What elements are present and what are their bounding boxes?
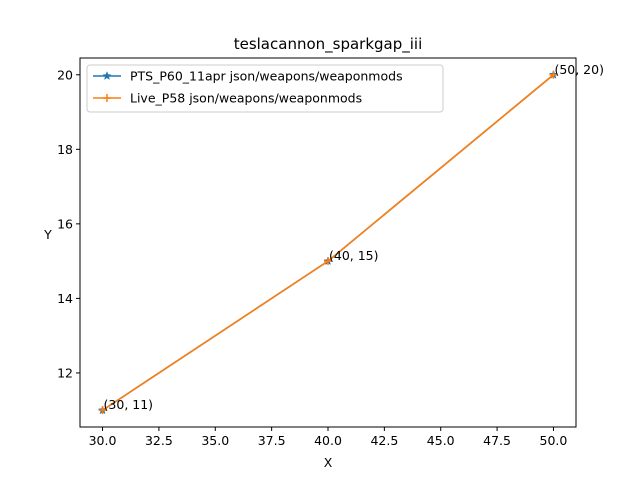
legend-marker-0: [102, 71, 112, 80]
y-tick-label-1: 14: [57, 291, 73, 306]
x-tick-label-5: 42.5: [370, 433, 398, 448]
y-tick-label-0: 12: [57, 365, 73, 380]
series-1-point-2: [549, 70, 558, 79]
legend-box: [86, 64, 444, 113]
x-tick-label-1: 32.5: [145, 433, 173, 448]
y-axis-label: Y: [43, 227, 52, 242]
x-tick-label-3: 37.5: [258, 433, 286, 448]
x-tick-label-8: 50.0: [540, 433, 568, 448]
y-tick-label-4: 20: [57, 67, 73, 82]
data-label-0: (30, 11): [104, 397, 154, 412]
legend-entry-1: Live_P58 json/weapons/weaponmods: [130, 91, 362, 106]
legend-entry-0: PTS_P60_11apr json/weapons/weaponmods: [130, 69, 403, 84]
legend-marker-1: [103, 94, 111, 102]
x-axis-label: X: [324, 455, 333, 470]
chart-title: teslacannon_sparkgap_iii: [234, 35, 423, 54]
y-tick-label-3: 18: [57, 142, 73, 157]
data-label-2: (50, 20): [554, 62, 604, 77]
data-label-1: (40, 15): [329, 248, 379, 263]
legend: PTS_P60_11apr json/weapons/weaponmods Liv…: [86, 64, 444, 113]
series-1-point-1: [324, 257, 332, 266]
x-tick-label-2: 35.0: [201, 433, 229, 448]
x-tick-label-0: 30.0: [89, 433, 117, 448]
x-tick-label-6: 45.0: [427, 433, 455, 448]
series-1-point-0: [98, 406, 107, 415]
x-tick-label-4: 40.0: [314, 433, 342, 448]
x-tick-label-7: 47.5: [483, 433, 511, 448]
plot-area: (30, 11) (40, 15) (50, 20) 30.0 32.5 35.0 37.5…: [57, 57, 604, 448]
y-tick-label-2: 16: [57, 216, 73, 231]
